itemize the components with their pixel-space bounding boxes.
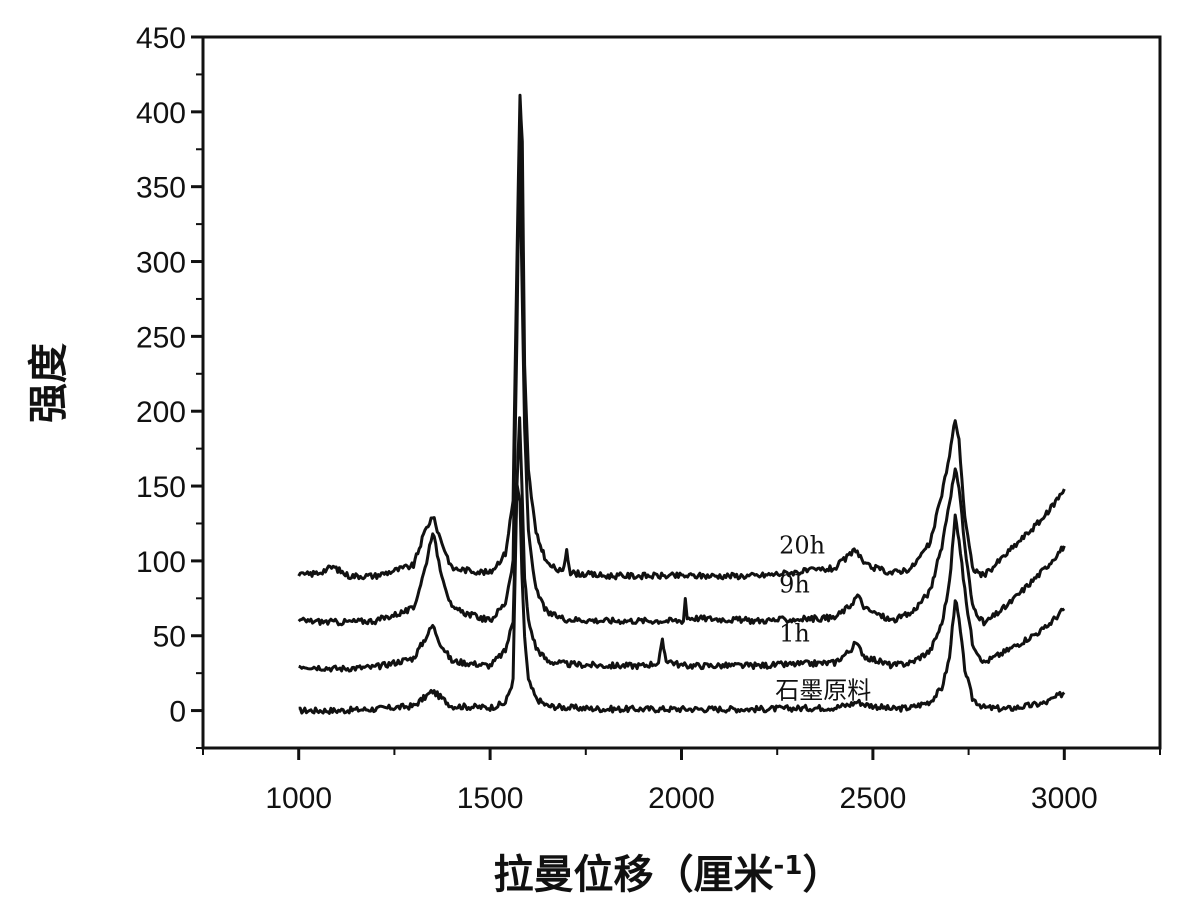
y-tick-label: 50	[153, 621, 186, 654]
series-line	[298, 416, 1066, 673]
axis-ticks	[191, 35, 1161, 760]
y-tick-label: 0	[169, 696, 186, 729]
y-tick-label: 100	[136, 546, 186, 579]
y-tick-label: 450	[136, 22, 186, 55]
tick-labels: 1000 1500 2000 2500 3000 0 50 100 150 200 250 300 35…	[136, 22, 1098, 815]
x-axis-title: 拉曼位移（厘米-1）	[494, 851, 843, 898]
series-lines	[297, 93, 1066, 715]
x-tick-label: 2500	[840, 782, 907, 815]
series-line	[297, 93, 1066, 581]
series-annotation: 9h	[779, 570, 810, 598]
x-tick-label: 3000	[1031, 782, 1098, 815]
series-annotation: 20h	[779, 531, 825, 559]
series-line	[298, 482, 1066, 715]
y-tick-label: 300	[136, 247, 186, 280]
series-annotation: 1h	[779, 620, 810, 648]
y-tick-label: 350	[136, 172, 186, 205]
series-annotations: 20h 9h 1h 石墨原料	[775, 531, 871, 704]
x-tick-label: 1000	[265, 782, 332, 815]
series-annotation: 石墨原料	[775, 677, 871, 705]
y-axis-title: 强度	[26, 343, 72, 423]
plot-frame	[201, 35, 1162, 750]
x-tick-label: 1500	[457, 782, 524, 815]
y-tick-label: 200	[136, 396, 186, 429]
x-tick-label: 2000	[648, 782, 715, 815]
series-line	[297, 138, 1066, 627]
y-tick-label: 400	[136, 97, 186, 130]
y-tick-label: 150	[136, 471, 186, 504]
y-tick-label: 250	[136, 321, 186, 354]
plot-border	[201, 35, 1162, 750]
